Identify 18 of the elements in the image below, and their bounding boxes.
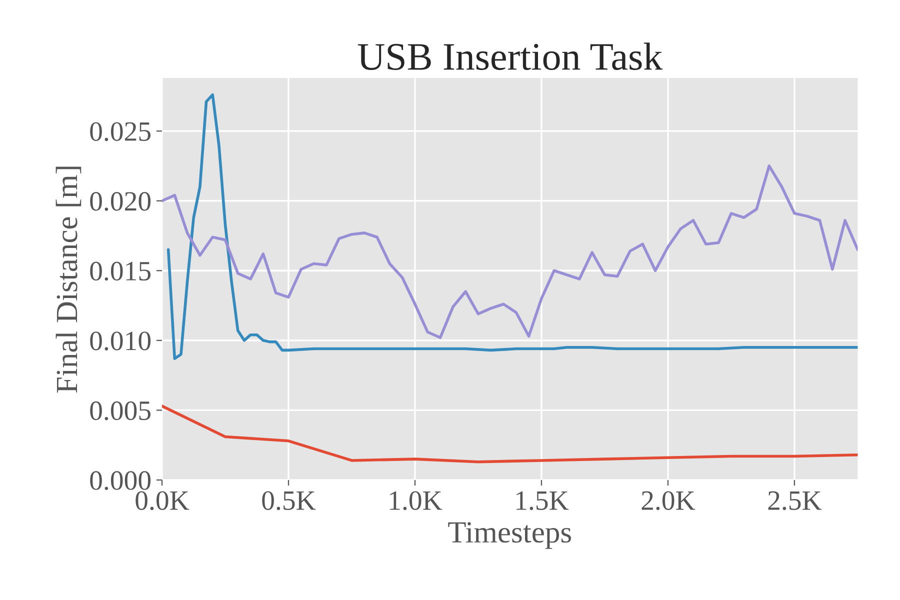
line-series — [162, 164, 858, 340]
y-tick-label: 0.020 — [90, 192, 151, 211]
x-tick-label: 0.5K — [262, 491, 316, 510]
x-tick-label: 2.0K — [642, 491, 696, 510]
line-series — [162, 404, 858, 464]
y-tick-label: 0.000 — [90, 471, 151, 490]
x-axis-title: Timesteps — [448, 522, 572, 549]
chart-title: USB Insertion Task — [358, 42, 663, 70]
line-series — [166, 93, 858, 360]
x-tick-label: 0.0K — [136, 491, 190, 510]
y-axis-title: Final Distance [m] — [56, 166, 82, 393]
y-tick-label: 0.015 — [90, 262, 150, 281]
y-tick-label: 0.010 — [90, 332, 151, 350]
y-tick-label: 0.025 — [90, 122, 150, 142]
y-tick-label: 0.005 — [90, 401, 150, 420]
x-tick-label: 1.0K — [390, 491, 442, 510]
x-tick-label: 1.5K — [516, 491, 569, 510]
x-tick-label: 2.5K — [768, 491, 822, 510]
